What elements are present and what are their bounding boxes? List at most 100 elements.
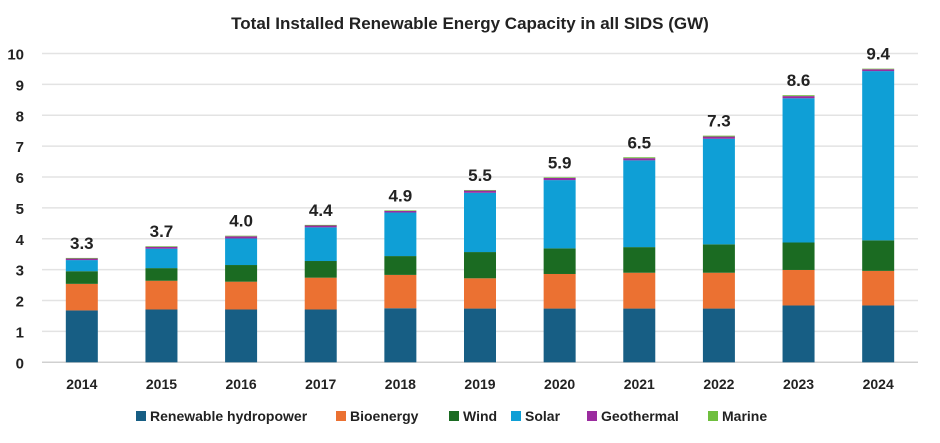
bar-segment-solar (464, 192, 496, 253)
x-tick-label: 2020 (544, 376, 575, 392)
bar-segment-marine (782, 95, 815, 97)
chart-title: Total Installed Renewable Energy Capacit… (231, 14, 709, 33)
bar-segment-geothermal (65, 258, 98, 261)
bar-segment-marine (225, 235, 258, 237)
bar-segment-solar (702, 138, 735, 245)
x-tick-label: 2015 (146, 376, 177, 392)
y-tick-label: 2 (16, 294, 24, 311)
bar-segment-geothermal (304, 225, 337, 228)
bar-segment-solar (145, 248, 178, 269)
legend: Renewable hydropower Bioenergy Wind Solar Ge… (136, 408, 767, 424)
y-tick-label: 10 (7, 47, 24, 64)
bar-segment-wind (65, 271, 98, 284)
total-data-label: 5.5 (468, 166, 492, 185)
bar-segment-renewable-hydropower (65, 310, 98, 363)
total-data-label: 4.4 (309, 201, 333, 220)
total-data-label: 7.3 (707, 112, 731, 131)
bar-segment-bioenergy (384, 274, 417, 309)
bar-segment-renewable-hydropower (782, 305, 815, 363)
bar-segment-marine (862, 68, 895, 70)
legend-label: Bioenergy (350, 408, 419, 424)
bar-segment-bioenergy (304, 277, 337, 310)
bar-segment-renewable-hydropower (543, 308, 576, 363)
bar-segment-solar (225, 238, 258, 266)
bar-segment-solar (862, 71, 895, 241)
total-data-label: 8.6 (787, 71, 811, 90)
y-tick-label: 5 (16, 201, 24, 218)
legend-label: Renewable hydropower (150, 408, 308, 424)
bar-segment-bioenergy (862, 270, 895, 306)
x-tick-label: 2018 (385, 376, 416, 392)
bar-segment-solar (623, 160, 656, 248)
bar-segment-renewable-hydropower (464, 308, 496, 363)
bar-segment-wind (782, 242, 815, 270)
x-tick-label: 2017 (305, 376, 336, 392)
bar-segment-bioenergy (464, 278, 496, 309)
bar-segment-renewable-hydropower (384, 308, 417, 363)
total-data-label: 9.4 (866, 45, 890, 64)
bar-segment-wind (464, 252, 496, 279)
bar-segment-geothermal (543, 177, 576, 181)
bar-segment-marine (702, 135, 735, 137)
y-tick-label: 8 (16, 108, 24, 125)
bar-segment-wind (623, 247, 656, 273)
legend-label: Solar (525, 408, 561, 424)
bar-segment-bioenergy (145, 280, 178, 310)
bar-segment-marine (623, 157, 656, 159)
total-data-label: 4.0 (229, 212, 253, 231)
bar-segment-wind (304, 261, 337, 278)
legend-swatch (336, 411, 346, 421)
bar-segment-solar (384, 212, 417, 257)
bar-segment-wind (225, 265, 258, 282)
bar-segment-renewable-hydropower (862, 305, 895, 363)
bar-segment-geothermal (145, 246, 178, 249)
x-tick-label: 2023 (783, 376, 814, 392)
bar-segment-wind (702, 244, 735, 273)
bar-segment-renewable-hydropower (304, 309, 337, 363)
bar-segment-geothermal (623, 158, 656, 161)
x-tick-label: 2014 (66, 376, 97, 392)
legend-label: Wind (463, 408, 497, 424)
legend-swatch (708, 411, 718, 421)
x-tick-label: 2022 (703, 376, 734, 392)
total-data-label: 4.9 (389, 186, 413, 205)
x-tick-label: 2016 (226, 376, 257, 392)
bar-segment-geothermal (384, 210, 417, 213)
y-tick-label: 1 (16, 324, 24, 341)
total-data-label: 3.7 (150, 222, 174, 241)
y-tick-label: 7 (16, 139, 24, 156)
y-tick-label: 0 (16, 355, 24, 372)
bar-segment-marine (65, 257, 98, 259)
bar-segment-marine (384, 210, 417, 211)
bar-segment-wind (145, 268, 178, 281)
bar-segment-marine (464, 189, 496, 191)
bar-segment-renewable-hydropower (145, 309, 178, 363)
bar-segment-marine (543, 177, 576, 178)
legend-label: Marine (722, 408, 767, 424)
bar-segment-renewable-hydropower (702, 308, 735, 363)
y-tick-label: 9 (16, 77, 24, 94)
bar-segment-renewable-hydropower (623, 308, 656, 363)
legend-swatch (511, 411, 521, 421)
bar-segment-bioenergy (702, 272, 735, 309)
bar-segment-wind (862, 240, 895, 271)
y-tick-label: 4 (16, 232, 25, 249)
x-tick-label: 2024 (863, 376, 894, 392)
x-tick-label: 2021 (624, 376, 655, 392)
bar-segment-geothermal (782, 96, 815, 99)
bar-segment-bioenergy (543, 273, 576, 309)
bar-segment-marine (304, 224, 337, 226)
x-tick-label: 2019 (464, 376, 495, 392)
bar-segment-renewable-hydropower (225, 309, 258, 363)
total-data-label: 3.3 (70, 234, 94, 253)
legend-swatch (587, 411, 597, 421)
bar-segment-solar (304, 227, 337, 262)
bar-segment-bioenergy (623, 272, 656, 309)
bar-segment-geothermal (464, 190, 496, 193)
bar-segment-bioenergy (65, 283, 98, 311)
bar-segment-solar (65, 260, 98, 272)
bar-segment-solar (782, 98, 815, 243)
bar-segment-geothermal (862, 69, 895, 72)
legend-label: Geothermal (601, 408, 679, 424)
